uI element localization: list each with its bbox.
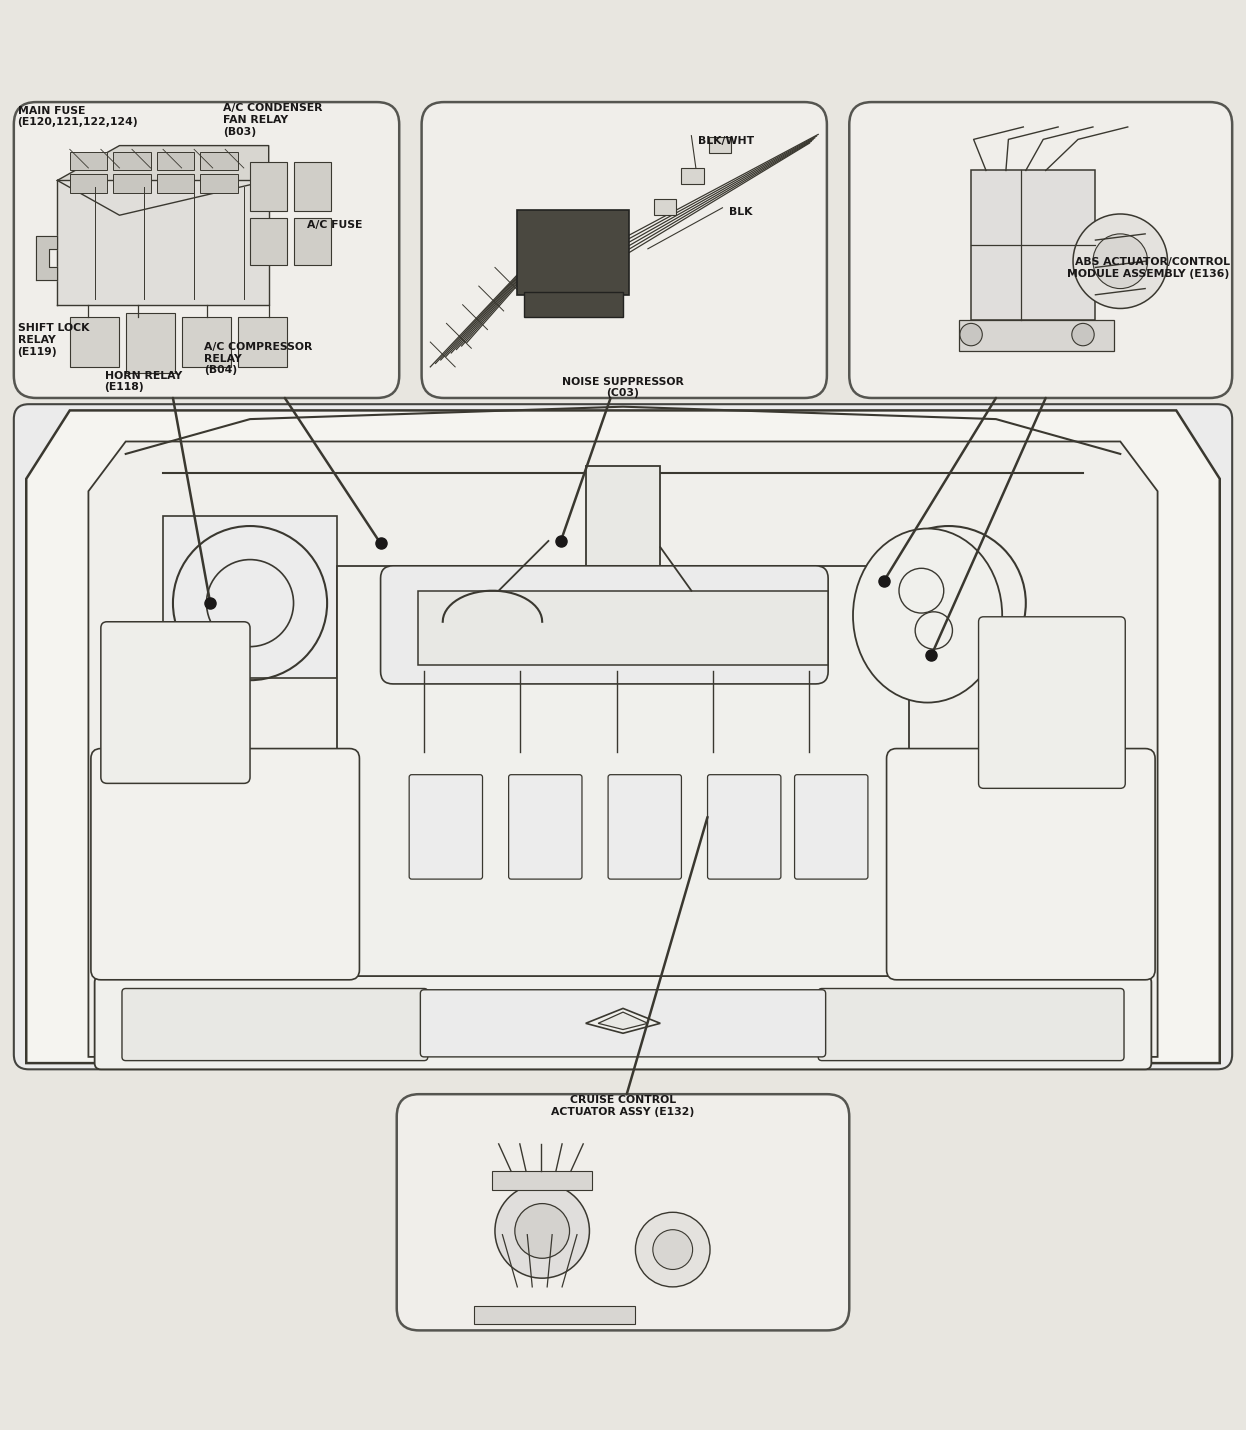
FancyBboxPatch shape [887, 748, 1155, 980]
Circle shape [959, 323, 982, 346]
FancyBboxPatch shape [238, 317, 288, 368]
FancyBboxPatch shape [709, 137, 731, 153]
FancyBboxPatch shape [14, 102, 399, 398]
FancyBboxPatch shape [819, 988, 1124, 1061]
Circle shape [495, 1184, 589, 1278]
Polygon shape [586, 466, 660, 566]
Polygon shape [417, 591, 829, 665]
Circle shape [653, 1230, 693, 1270]
FancyBboxPatch shape [70, 317, 120, 368]
Text: ABS ACTUATOR/CONTROL
MODULE ASSEMBLY (E136): ABS ACTUATOR/CONTROL MODULE ASSEMBLY (E1… [1068, 257, 1230, 279]
FancyBboxPatch shape [492, 1171, 592, 1190]
Polygon shape [57, 146, 269, 216]
FancyBboxPatch shape [250, 217, 288, 265]
Polygon shape [586, 1008, 660, 1034]
FancyBboxPatch shape [708, 775, 781, 879]
Polygon shape [36, 236, 57, 280]
Polygon shape [57, 180, 269, 305]
Text: A/C COMPRESSOR
RELAY
(B04): A/C COMPRESSOR RELAY (B04) [204, 342, 313, 375]
Polygon shape [338, 566, 908, 988]
FancyBboxPatch shape [380, 566, 829, 684]
FancyBboxPatch shape [126, 313, 176, 373]
FancyBboxPatch shape [157, 174, 194, 193]
Circle shape [515, 1204, 569, 1258]
FancyBboxPatch shape [14, 405, 1232, 1070]
FancyBboxPatch shape [682, 167, 704, 184]
FancyBboxPatch shape [971, 170, 1095, 320]
Polygon shape [26, 410, 1220, 1062]
FancyBboxPatch shape [201, 174, 238, 193]
FancyBboxPatch shape [182, 317, 232, 368]
Polygon shape [598, 1012, 648, 1030]
FancyBboxPatch shape [523, 292, 623, 317]
Circle shape [1093, 235, 1148, 289]
FancyBboxPatch shape [654, 199, 677, 216]
Text: BLK: BLK [729, 206, 753, 216]
FancyBboxPatch shape [409, 775, 482, 879]
FancyBboxPatch shape [91, 748, 359, 980]
FancyBboxPatch shape [113, 174, 151, 193]
Polygon shape [88, 442, 1158, 1057]
FancyBboxPatch shape [421, 102, 827, 398]
FancyBboxPatch shape [978, 616, 1125, 788]
Circle shape [635, 1213, 710, 1287]
FancyBboxPatch shape [517, 210, 629, 295]
FancyBboxPatch shape [157, 152, 194, 170]
FancyBboxPatch shape [473, 1306, 635, 1324]
Text: HORN RELAY
(E118): HORN RELAY (E118) [105, 370, 182, 392]
Circle shape [1072, 323, 1094, 346]
FancyBboxPatch shape [122, 988, 427, 1061]
FancyBboxPatch shape [294, 162, 331, 212]
FancyBboxPatch shape [163, 516, 338, 678]
FancyBboxPatch shape [958, 320, 1114, 350]
Text: NOISE SUPPRESSOR
(C03): NOISE SUPPRESSOR (C03) [562, 378, 684, 399]
Text: A/C CONDENSER
FAN RELAY
(B03): A/C CONDENSER FAN RELAY (B03) [223, 103, 323, 136]
FancyBboxPatch shape [70, 174, 107, 193]
FancyBboxPatch shape [608, 775, 682, 879]
Text: SHIFT LOCK
RELAY
(E119): SHIFT LOCK RELAY (E119) [17, 323, 88, 356]
Text: CRUISE CONTROL
ACTUATOR ASSY (E132): CRUISE CONTROL ACTUATOR ASSY (E132) [552, 1095, 694, 1117]
FancyBboxPatch shape [101, 622, 250, 784]
FancyBboxPatch shape [420, 990, 826, 1057]
FancyBboxPatch shape [113, 152, 151, 170]
FancyBboxPatch shape [70, 152, 107, 170]
FancyBboxPatch shape [795, 775, 868, 879]
Ellipse shape [854, 529, 1002, 702]
FancyBboxPatch shape [850, 102, 1232, 398]
FancyBboxPatch shape [250, 162, 288, 212]
Text: BLK/WHT: BLK/WHT [698, 136, 754, 146]
Circle shape [1073, 214, 1168, 309]
FancyBboxPatch shape [396, 1094, 850, 1330]
Text: MAIN FUSE
(E120,121,122,124): MAIN FUSE (E120,121,122,124) [17, 106, 138, 127]
FancyBboxPatch shape [95, 977, 1151, 1070]
FancyBboxPatch shape [294, 217, 331, 265]
Text: A/C FUSE: A/C FUSE [307, 220, 361, 230]
FancyBboxPatch shape [508, 775, 582, 879]
FancyBboxPatch shape [201, 152, 238, 170]
